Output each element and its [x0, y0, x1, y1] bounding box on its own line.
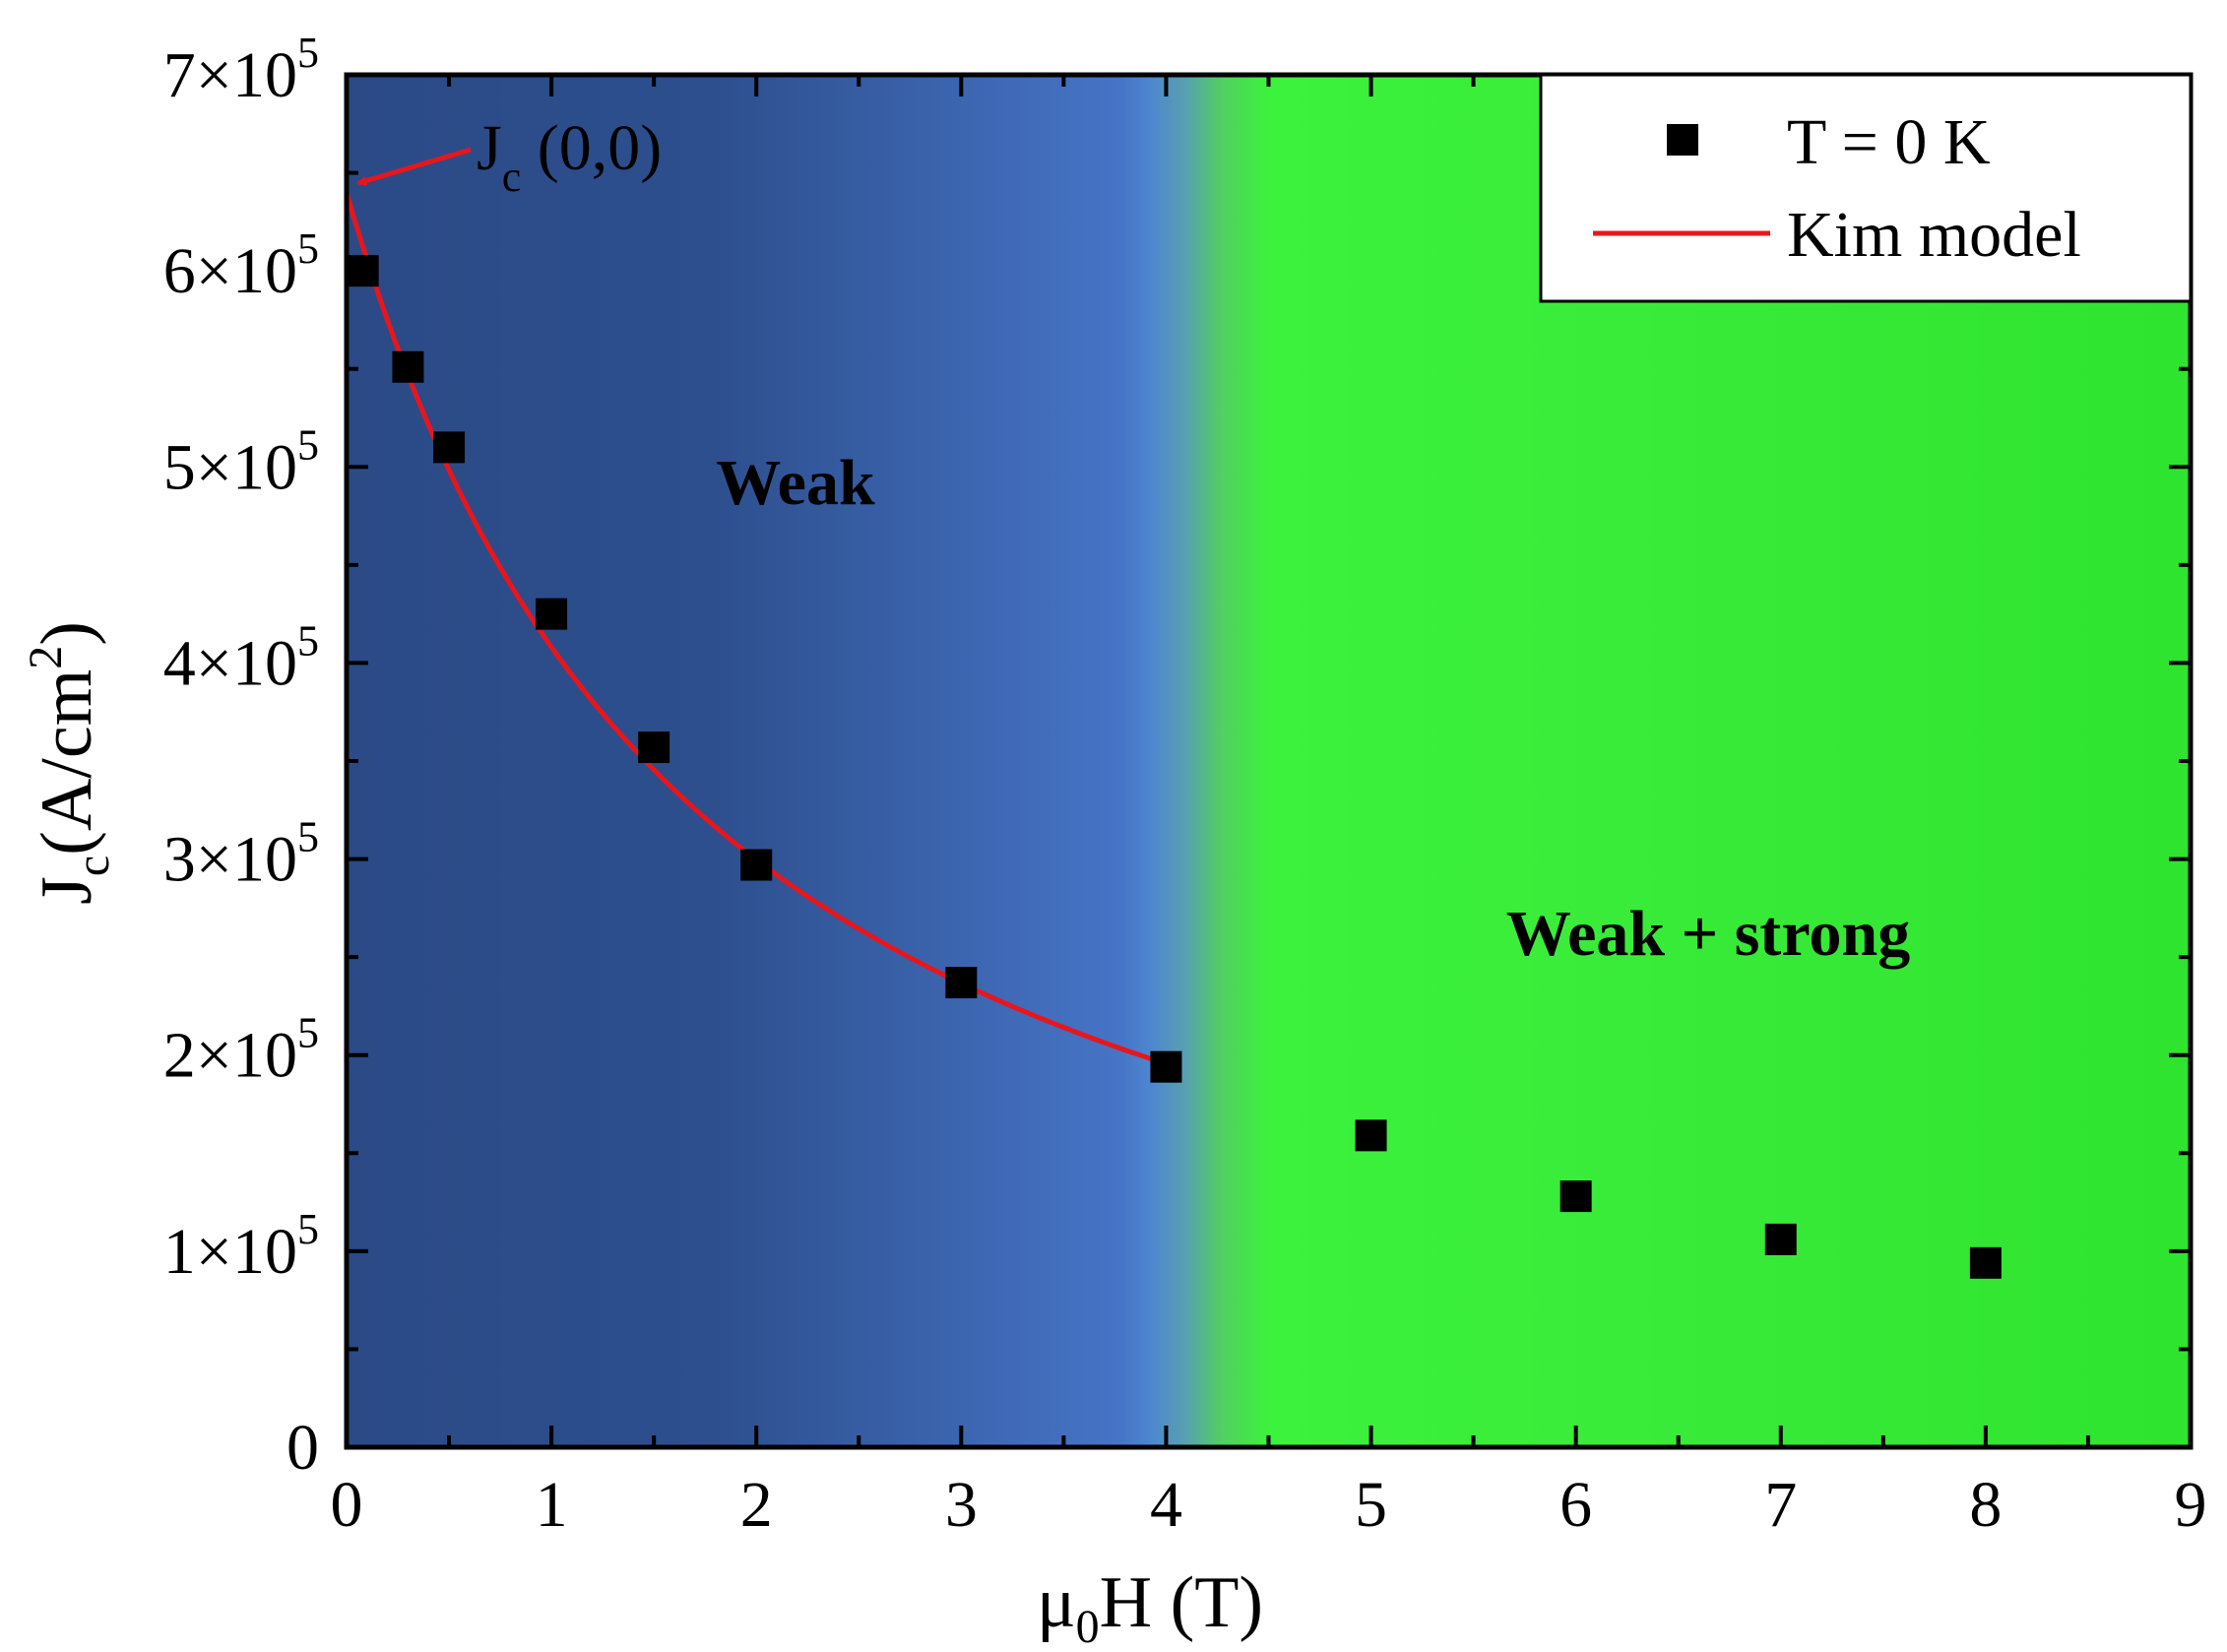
legend-box: [1539, 73, 2193, 303]
x-axis-title-sub: 0: [1076, 1601, 1100, 1652]
plot-frame: [344, 72, 2194, 1450]
data-point: [1969, 1246, 2002, 1279]
legend-label-scatter: T = 0 K: [1787, 106, 1991, 178]
y-axis-title-end: ): [27, 621, 107, 646]
region-label-weak-strong: Weak + strong: [1506, 898, 1910, 970]
x-tick-label: 3: [945, 1469, 978, 1541]
legend-label-line: Kim model: [1787, 199, 2081, 271]
legend-marker-scatter: [1667, 124, 1698, 156]
x-tick-label: 5: [1355, 1469, 1387, 1541]
y-axis-title-base: J: [27, 876, 107, 905]
y-tick-exponent: 5: [297, 224, 319, 273]
legend: T = 0 K Kim model: [1539, 73, 2193, 303]
x-tick-label: 9: [2175, 1469, 2207, 1541]
annotation-arrow: [356, 147, 472, 186]
annotation-text: Jc (0,0): [477, 112, 662, 201]
annotation-text-sub: c: [502, 153, 522, 201]
y-tick-label: 4×105: [163, 616, 319, 699]
data-point: [740, 849, 773, 881]
y-tick-exponent: 5: [297, 29, 319, 77]
data-point: [392, 350, 424, 383]
x-tick-label: 4: [1150, 1469, 1182, 1541]
x-tick-label: 2: [740, 1469, 773, 1541]
annotation-jc00: Jc (0,0): [356, 112, 662, 201]
x-tick-label: 8: [1969, 1469, 2002, 1541]
data-point: [1764, 1223, 1797, 1255]
data-point: [1150, 1050, 1182, 1083]
annotation-text-rest: (0,0): [521, 112, 662, 184]
x-axis-title: μ0H (T): [1037, 1562, 1263, 1652]
data-point: [347, 255, 379, 287]
y-tick-mantissa: 6×10: [163, 235, 297, 307]
data-point: [945, 967, 978, 999]
x-tick-label: 0: [331, 1469, 363, 1541]
x-axis-title-base: μ: [1037, 1562, 1076, 1643]
y-tick-label: 5×105: [163, 420, 319, 503]
annotation-text-base: J: [477, 112, 502, 184]
y-axis-title: Jc(A/cm2): [20, 621, 119, 905]
y-axis-title-mid: (A/cm: [27, 669, 107, 856]
y-tick-mantissa: 4×10: [163, 627, 297, 699]
y-axis-title-sup: 2: [20, 646, 72, 669]
x-tick-label: 1: [536, 1469, 568, 1541]
y-tick-mantissa: 7×10: [163, 39, 297, 111]
y-tick-mantissa: 2×10: [163, 1020, 297, 1092]
x-tick-label: 7: [1764, 1469, 1797, 1541]
y-tick-exponent: 5: [297, 1205, 319, 1253]
y-tick-label: 2×105: [163, 1009, 319, 1092]
y-tick-mantissa: 3×10: [163, 824, 297, 896]
y-axis-title-sub: c: [67, 856, 119, 876]
data-point: [433, 431, 466, 464]
y-tick-exponent: 5: [297, 616, 319, 665]
x-axis-title-rest: H (T): [1100, 1562, 1263, 1643]
y-tick-label: 3×105: [163, 813, 319, 896]
y-tick-exponent: 5: [297, 1009, 319, 1057]
axis-tick-labels: 0 1 2 3 4 5 6 7 8 901×1052×1053×1054×1055×1056×10…: [163, 29, 2207, 1541]
y-tick-label: 7×105: [163, 29, 319, 111]
y-tick-label: 1×105: [163, 1205, 319, 1288]
y-tick-mantissa: 1×10: [163, 1216, 297, 1288]
y-tick-mantissa: 5×10: [163, 431, 297, 503]
y-tick-exponent: 5: [297, 420, 319, 469]
y-tick-exponent: 5: [297, 813, 319, 861]
data-points: [347, 255, 2002, 1279]
x-tick-label: 6: [1559, 1469, 1592, 1541]
data-point: [536, 598, 568, 630]
y-tick-label: 6×105: [163, 224, 319, 307]
data-point: [638, 731, 670, 764]
data-point: [1355, 1119, 1387, 1152]
data-point: [1559, 1180, 1592, 1213]
y-tick-label: 0: [286, 1412, 319, 1484]
region-label-weak: Weak: [716, 447, 875, 519]
